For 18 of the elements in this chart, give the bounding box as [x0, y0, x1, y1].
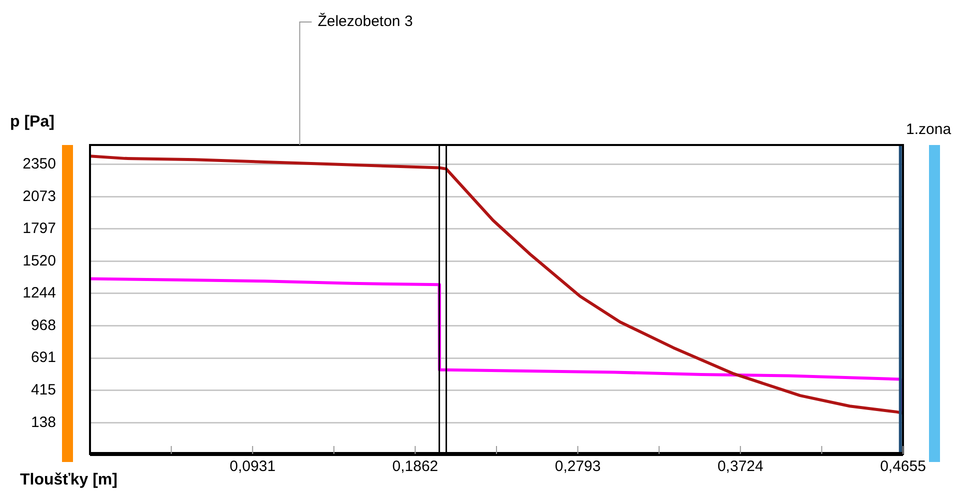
text: 1.zona [906, 121, 952, 138]
y-tick-label: 691 [30, 349, 56, 366]
x-tick-label: 0,3724 [717, 458, 764, 476]
x-tick-label: 0,2793 [554, 458, 601, 476]
y-tick-label: 415 [30, 381, 56, 398]
text: Železobeton 3 [318, 12, 413, 30]
x-tick-label: 0,1862 [392, 458, 438, 476]
x-tick-label: 0,4655 [880, 458, 926, 476]
y-tick-label: 1520 [22, 252, 56, 270]
y-tick-label: 1244 [22, 284, 56, 302]
x-axis-title: Tloušťky [m] [20, 471, 118, 488]
y-tick-label: 138 [30, 414, 56, 431]
y-tick-label: 2350 [22, 155, 56, 172]
y-axis-title: p [Pa] [10, 113, 54, 130]
y-tick-label: 2073 [22, 188, 56, 205]
y-tick-label: 968 [30, 316, 56, 334]
x-tick-label: 0,0931 [230, 458, 276, 476]
y-tick-label: 1797 [22, 220, 56, 238]
